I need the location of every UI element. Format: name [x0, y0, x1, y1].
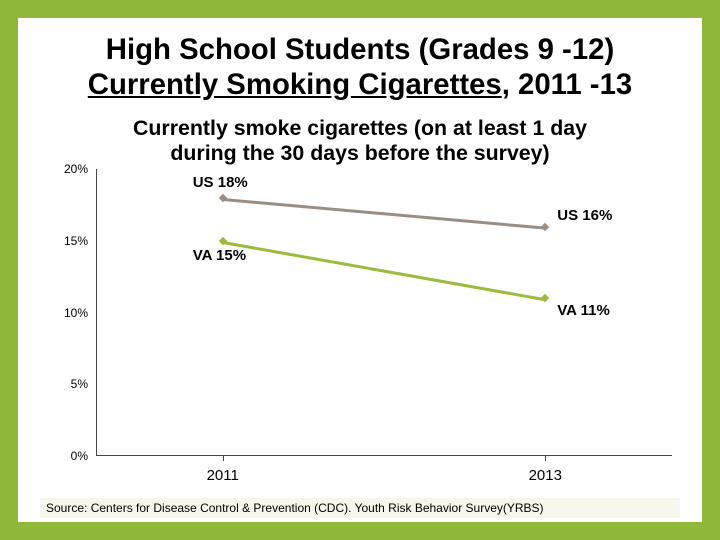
series-line-va	[222, 241, 545, 301]
title-line-2-strong: Currently Smoking Cigarettes	[88, 68, 502, 101]
chart-subtitle: Currently smoke cigarettes (on at least …	[18, 116, 702, 165]
x-tick-label: 2013	[529, 467, 562, 484]
y-tick-label: 15%	[40, 234, 88, 248]
y-tick-label: 10%	[40, 306, 88, 320]
source-citation: Source: Centers for Disease Control & Pr…	[40, 498, 680, 518]
series-label-va: VA 15%	[193, 247, 246, 264]
series-marker-us	[541, 222, 549, 230]
title-line-2-tail: , 2011 -13	[502, 68, 632, 101]
series-line-us	[223, 198, 546, 230]
series-label-us: US 16%	[557, 207, 612, 224]
slide-frame: High School Students (Grades 9 -12) Curr…	[0, 0, 720, 540]
title-line-1: High School Students (Grades 9 -12)	[18, 32, 702, 67]
slide-inner: High School Students (Grades 9 -12) Curr…	[18, 18, 702, 522]
x-axis-line	[96, 455, 672, 456]
subtitle-line-1: Currently smoke cigarettes (on at least …	[18, 116, 702, 141]
y-tick-label: 5%	[40, 377, 88, 391]
series-label-us: US 18%	[193, 174, 248, 191]
title-line-2: Currently Smoking Cigarettes, 2011 -13	[18, 67, 702, 102]
series-marker-va	[541, 294, 549, 302]
slide-title: High School Students (Grades 9 -12) Curr…	[18, 32, 702, 102]
y-tick-label: 0%	[40, 449, 88, 463]
series-label-va: VA 11%	[557, 302, 610, 319]
x-tick-label: 2011	[207, 467, 239, 484]
x-tick-mark	[545, 456, 546, 461]
subtitle-line-2: during the 30 days before the survey)	[18, 141, 702, 166]
x-tick-mark	[223, 456, 224, 461]
y-axis-line	[96, 169, 97, 456]
y-tick-label: 20%	[40, 162, 88, 176]
source-text: Source: Centers for Disease Control & Pr…	[46, 501, 544, 515]
chart-area: 0%5%10%15%20%US 18%US 16%VA 15%VA 11% 20…	[40, 169, 680, 498]
plot-region: 0%5%10%15%20%US 18%US 16%VA 15%VA 11%	[96, 169, 672, 456]
